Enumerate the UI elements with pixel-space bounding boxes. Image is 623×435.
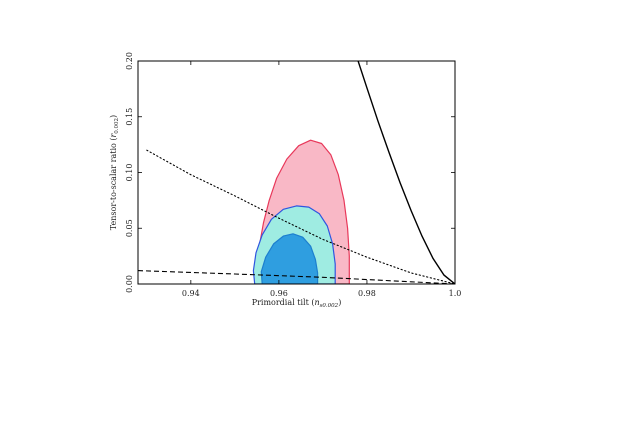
curve-dotted: [146, 149, 455, 284]
x-axis-title: Primordial tilt (ns0.002): [252, 298, 342, 309]
contour-inner: [260, 233, 319, 284]
curve-dashed: [138, 270, 455, 284]
y-axis: 0.00 0.05 0.10 0.15 0.20: [125, 52, 455, 293]
x-tick-label: 0.96: [270, 289, 288, 298]
y-tick-label: 0.20: [125, 52, 134, 70]
x-axis: 0.94 0.96 0.98 1.0: [182, 61, 461, 298]
curve-solid: [357, 61, 455, 284]
x-tick-label: 0.94: [182, 289, 200, 298]
y-tick-label: 0.05: [125, 219, 134, 237]
y-tick-label: 0.00: [125, 275, 134, 293]
y-axis-title: Tensor-to-scalar ratio (r0.002): [109, 115, 120, 230]
model-curves: [138, 61, 455, 284]
y-tick-label: 0.15: [125, 108, 134, 126]
x-tick-label: 0.98: [358, 289, 376, 298]
y-tick-label: 0.10: [125, 164, 134, 182]
confidence-regions: [252, 139, 350, 284]
x-tick-label: 1.0: [449, 289, 462, 298]
